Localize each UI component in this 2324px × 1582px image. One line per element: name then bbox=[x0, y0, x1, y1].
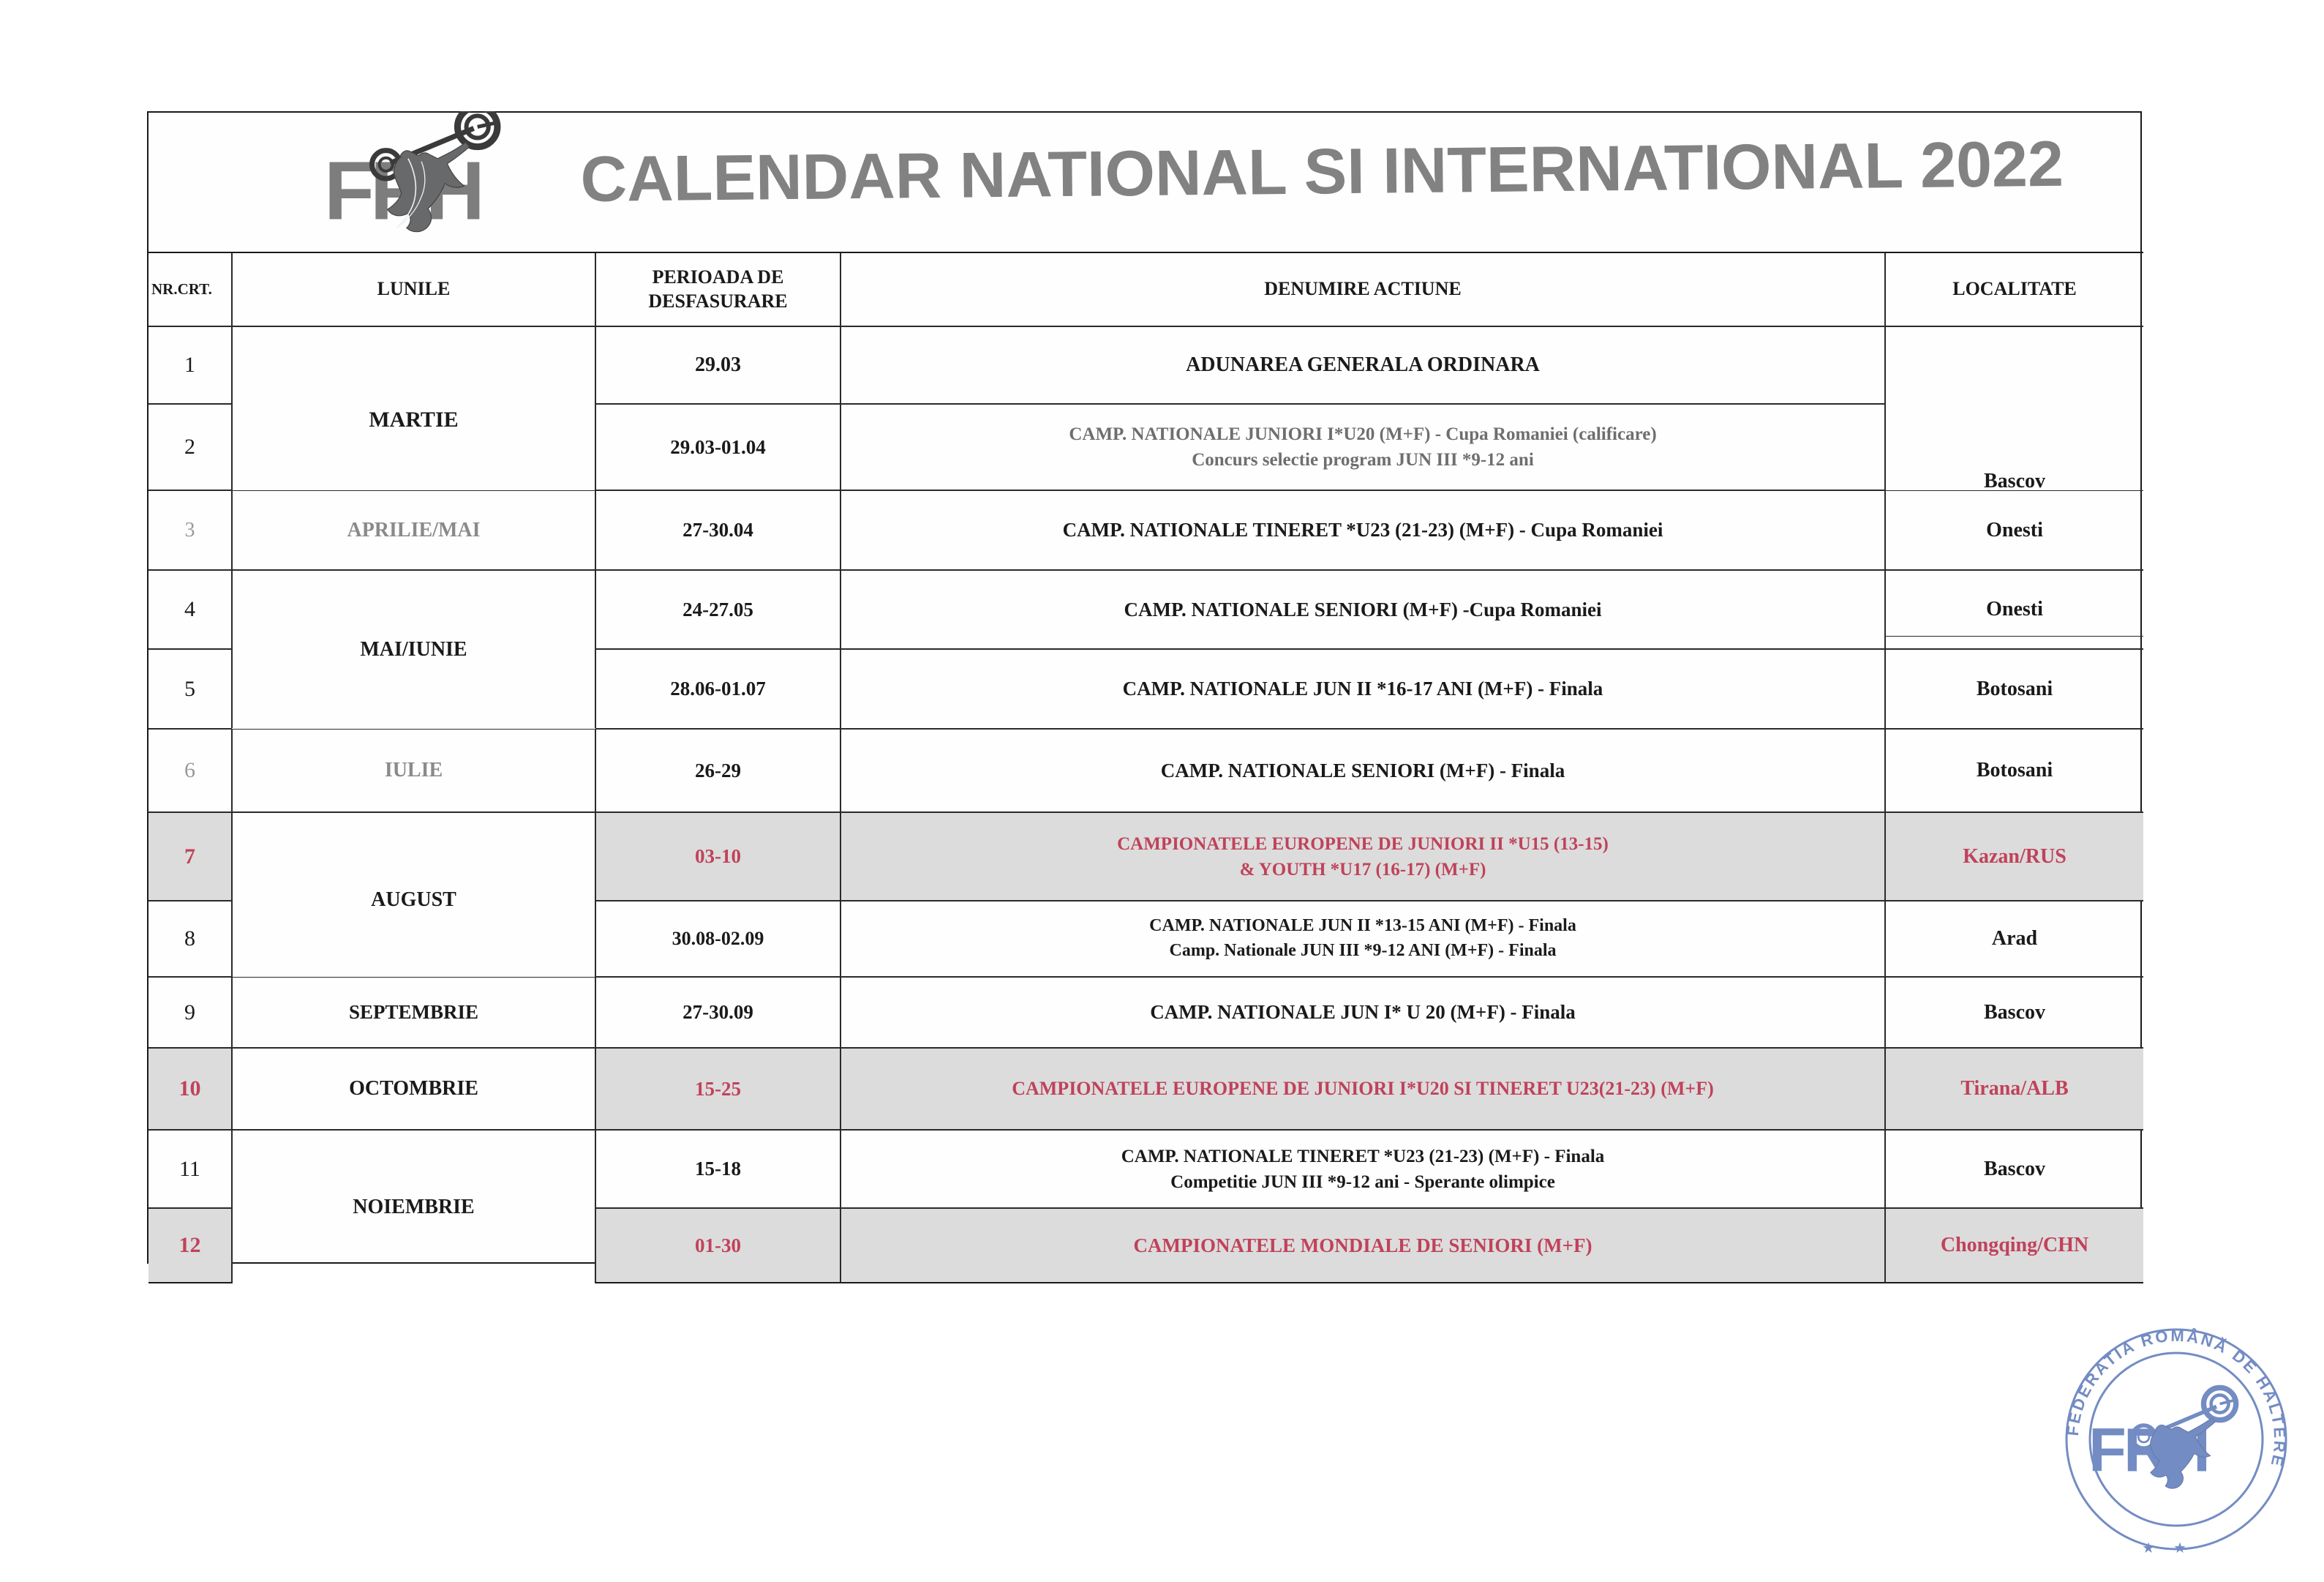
svg-text:★: ★ bbox=[2173, 1540, 2186, 1556]
svg-text:★: ★ bbox=[2142, 1540, 2155, 1556]
